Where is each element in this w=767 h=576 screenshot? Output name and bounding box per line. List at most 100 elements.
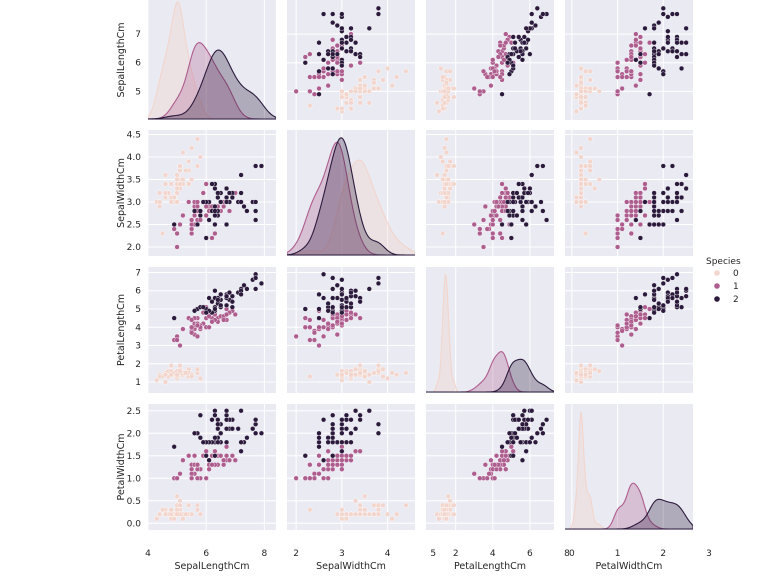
scatter-point-species-2 (510, 34, 516, 40)
scatter-point-species-1 (320, 324, 327, 330)
scatter-point-species-0 (197, 154, 203, 160)
scatter-point-species-2 (215, 190, 221, 196)
scatter-point-species-2 (366, 286, 372, 292)
scatter-point-species-1 (492, 475, 498, 481)
scatter-point-species-0 (587, 68, 593, 74)
scatter-point-species-2 (316, 439, 322, 445)
scatter-point-species-0 (573, 149, 580, 156)
scatter-point-species-1 (330, 466, 336, 472)
legend-marker-species-1 (714, 283, 720, 289)
scatter-point-species-1 (477, 475, 483, 481)
scatter-point-species-1 (495, 54, 501, 60)
scatter-point-species-1 (628, 54, 634, 60)
scatter-point-species-1 (325, 448, 331, 454)
scatter-point-species-2 (665, 40, 671, 46)
scatter-point-species-2 (253, 199, 259, 205)
scatter-point-species-2 (678, 51, 685, 57)
scatter-point-species-2 (200, 199, 206, 205)
scatter-point-species-0 (447, 158, 453, 165)
scatter-point-species-1 (503, 185, 509, 192)
scatter-point-species-0 (441, 145, 448, 151)
legend-label-species-1: 1 (733, 282, 739, 292)
scatter-point-species-0 (587, 363, 593, 369)
panel-petal-width-cm-vs-petal-length-cm (426, 404, 554, 530)
scatter-point-species-0 (343, 100, 350, 106)
scatter-point-species-2 (660, 5, 666, 11)
scatter-point-species-0 (582, 372, 589, 378)
scatter-point-species-2 (302, 453, 308, 459)
scatter-point-species-2 (516, 54, 522, 60)
scatter-point-species-2 (241, 282, 247, 288)
scatter-point-species-2 (302, 60, 308, 66)
scatter-point-species-1 (490, 235, 496, 241)
scatter-point-species-2 (206, 457, 212, 463)
scatter-point-species-2 (514, 190, 520, 196)
scatter-point-species-1 (174, 230, 180, 237)
kde-curve-species-2 (426, 358, 554, 393)
scatter-point-species-2 (194, 221, 201, 228)
scatter-point-species-2 (656, 20, 662, 26)
scatter-point-species-1 (633, 194, 639, 201)
scatter-point-species-0 (441, 88, 448, 94)
scatter-point-species-2 (678, 295, 685, 301)
panel-marks (148, 1, 276, 120)
scatter-point-species-0 (375, 511, 382, 517)
x-axis-label-sepal-width-cm: SepalWidthCm (316, 561, 386, 572)
scatter-point-species-0 (352, 498, 359, 504)
scatter-point-species-2 (366, 408, 372, 414)
panel-marks (293, 271, 409, 385)
scatter-point-species-2 (348, 289, 354, 296)
scatter-point-species-0 (451, 85, 457, 92)
scatter-point-species-1 (180, 457, 186, 463)
scatter-point-species-0 (348, 105, 354, 112)
scatter-point-species-0 (596, 176, 602, 183)
scatter-point-species-2 (660, 280, 666, 287)
scatter-point-species-2 (637, 235, 644, 241)
scatter-point-species-1 (352, 311, 359, 318)
scatter-point-species-2 (316, 435, 322, 441)
scatter-point-species-2 (523, 221, 529, 228)
scatter-point-species-2 (197, 412, 203, 418)
scatter-point-species-2 (674, 190, 680, 196)
scatter-point-species-0 (371, 80, 377, 86)
scatter-point-species-0 (596, 88, 602, 94)
scatter-point-species-2 (518, 48, 524, 54)
scatter-point-species-1 (624, 57, 630, 63)
scatter-point-species-1 (633, 208, 639, 214)
scatter-point-species-0 (177, 167, 183, 174)
scatter-point-species-2 (527, 51, 533, 57)
scatter-point-species-2 (203, 235, 209, 241)
scatter-point-species-2 (506, 71, 513, 77)
scatter-point-species-0 (186, 181, 192, 187)
scatter-point-species-0 (441, 190, 448, 196)
scatter-point-species-2 (499, 91, 505, 97)
scatter-point-species-2 (534, 5, 540, 11)
scatter-point-species-0 (366, 379, 372, 385)
scatter-point-species-0 (578, 176, 584, 183)
scatter-point-species-2 (334, 282, 340, 288)
scatter-point-species-1 (325, 457, 331, 463)
scatter-point-species-0 (343, 516, 350, 522)
scatter-point-species-2 (543, 217, 550, 223)
scatter-point-species-2 (325, 439, 331, 445)
scatter-point-species-0 (582, 176, 589, 183)
scatter-point-species-1 (503, 31, 509, 37)
scatter-point-species-1 (194, 462, 201, 468)
scatter-point-species-2 (499, 444, 505, 450)
scatter-point-species-2 (334, 439, 340, 445)
x-tick-label: 2 (453, 549, 459, 559)
scatter-point-species-0 (339, 516, 345, 522)
scatter-point-species-0 (183, 370, 189, 376)
scatter-point-species-2 (215, 297, 221, 303)
scatter-point-species-0 (375, 363, 382, 369)
scatter-point-species-2 (339, 25, 345, 31)
scatter-point-species-1 (508, 444, 514, 450)
scatter-point-species-1 (628, 230, 634, 237)
scatter-point-species-1 (334, 462, 340, 468)
scatter-point-species-1 (614, 217, 621, 223)
scatter-point-species-1 (311, 74, 318, 80)
y-tick-label: 7 (135, 268, 141, 278)
scatter-point-species-2 (330, 430, 336, 436)
scatter-point-species-2 (320, 57, 327, 63)
scatter-point-species-2 (683, 172, 689, 178)
